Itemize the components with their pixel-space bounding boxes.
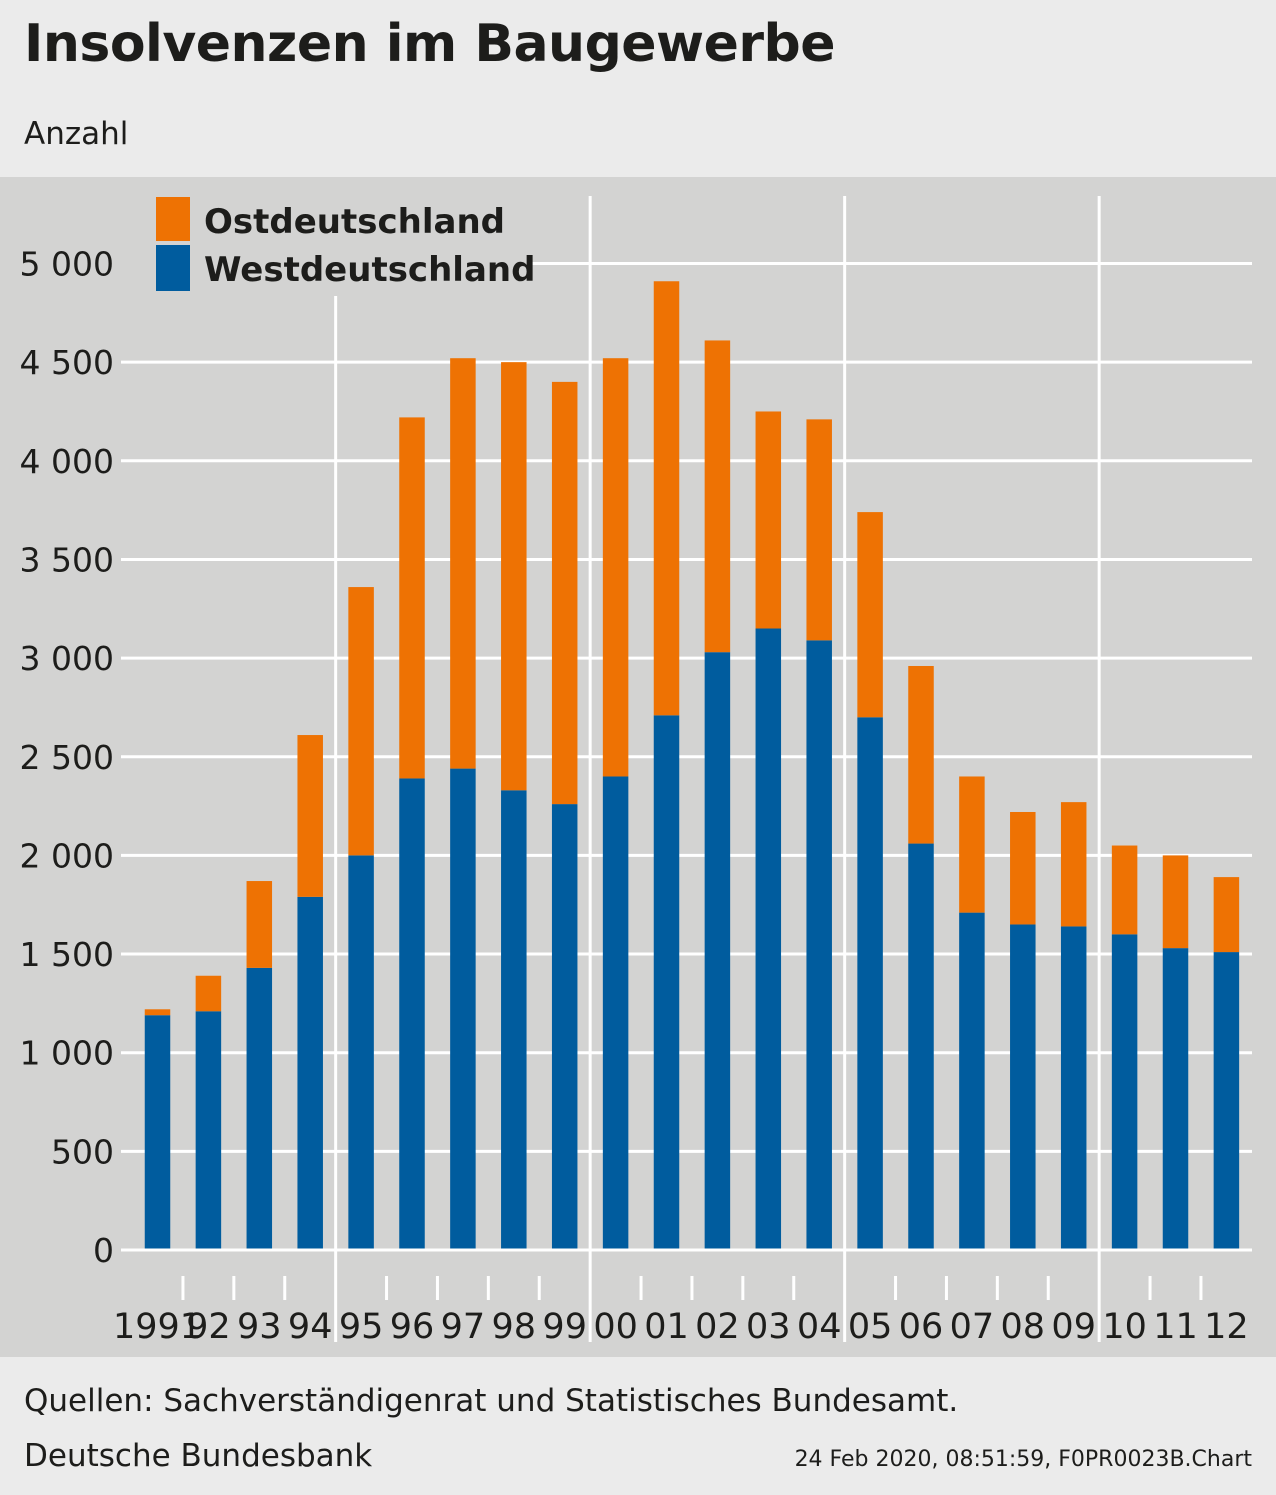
x-tick-label: 98 [492,1307,537,1347]
x-tick-label: 09 [1051,1307,1096,1347]
bar-westdeutschland-00 [602,776,629,1250]
timestamp-note: 24 Feb 2020, 08:51:59, F0PR0023B.Chart [794,1447,1252,1472]
x-tick-label: 97 [441,1307,486,1347]
bar-ostdeutschland-94 [297,735,323,897]
source-note: Quellen: Sachverständigenrat und Statist… [24,1383,959,1419]
x-tick-label: 93 [237,1307,282,1347]
x-tick-label: 00 [593,1307,638,1347]
x-tick-label: 1991 [113,1307,202,1347]
bar-ostdeutschland-02 [704,340,731,653]
x-tick-label: 94 [288,1307,333,1347]
bar-ostdeutschland-95 [348,587,374,856]
bar-ostdeutschland-10 [1111,845,1138,935]
y-tick-label: 0 [93,1231,114,1270]
chart-subtitle: Anzahl [24,116,129,152]
y-tick-label: 3 500 [20,540,114,579]
x-tick-label: 95 [339,1307,384,1347]
bar-ostdeutschland-08 [1010,811,1036,925]
bar-westdeutschland-10 [1111,934,1138,1250]
x-tick-label: 99 [542,1307,587,1347]
bar-westdeutschland-1991 [144,1015,171,1250]
chart-header: Insolvenzen im Baugewerbe Anzahl [0,0,1276,168]
bar-westdeutschland-02 [704,652,731,1250]
bar-westdeutschland-98 [501,790,527,1250]
y-tick-label: 4 500 [20,343,114,382]
bar-westdeutschland-05 [857,717,883,1250]
bar-ostdeutschland-12 [1213,877,1240,953]
x-tick-label: 04 [797,1307,842,1347]
x-tick-label: 07 [950,1307,995,1347]
bar-ostdeutschland-93 [246,881,273,968]
legend-label-ostdeutschland: Ostdeutschland [204,202,505,242]
bar-ostdeutschland-00 [602,358,629,777]
y-tick-label: 1 000 [20,1034,114,1073]
x-tick-label: 01 [644,1307,689,1347]
bar-westdeutschland-95 [348,855,374,1250]
x-tick-label: 06 [899,1307,944,1347]
bar-westdeutschland-96 [399,778,425,1250]
bar-ostdeutschland-05 [857,512,883,718]
x-tick-label: 92 [186,1307,231,1347]
bar-ostdeutschland-03 [755,411,782,629]
x-tick-label: 11 [1153,1307,1198,1347]
x-tick-label: 05 [848,1307,893,1347]
bar-westdeutschland-92 [195,1011,222,1250]
y-tick-label: 3 000 [20,639,114,678]
bar-westdeutschland-99 [551,804,578,1250]
bar-ostdeutschland-09 [1060,802,1087,927]
bar-westdeutschland-01 [653,715,680,1250]
y-tick-label: 5 000 [20,245,114,284]
x-tick-label: 08 [1001,1307,1046,1347]
y-tick-label: 1 500 [20,935,114,974]
bar-westdeutschland-94 [297,896,323,1250]
bar-westdeutschland-12 [1213,952,1240,1250]
bar-westdeutschland-08 [1010,924,1036,1250]
legend-swatch-westdeutschland [156,245,190,291]
bar-ostdeutschland-96 [399,417,425,779]
legend: Ostdeutschland Westdeutschland [156,197,535,291]
bar-ostdeutschland-1991 [144,1009,171,1016]
legend-swatch-ostdeutschland [156,197,190,241]
bar-westdeutschland-03 [755,628,782,1250]
bar-westdeutschland-97 [450,768,476,1250]
bar-layer [144,281,1240,1250]
bar-ostdeutschland-92 [195,975,222,1012]
bar-ostdeutschland-98 [501,362,527,791]
x-tick-label: 10 [1102,1307,1147,1347]
chart-title: Insolvenzen im Baugewerbe [24,14,836,74]
bar-ostdeutschland-11 [1162,855,1189,949]
legend-label-westdeutschland: Westdeutschland [204,250,535,290]
x-tick-label: 96 [390,1307,435,1347]
bar-westdeutschland-06 [908,843,934,1250]
x-tick-label: 12 [1204,1307,1249,1347]
x-tick-label: 03 [746,1307,791,1347]
bar-ostdeutschland-99 [551,381,578,805]
bar-westdeutschland-11 [1162,948,1189,1250]
bar-ostdeutschland-06 [908,665,934,844]
bar-ostdeutschland-04 [806,419,832,641]
bar-ostdeutschland-01 [653,281,680,716]
bar-westdeutschland-09 [1060,926,1087,1250]
y-tick-label: 2 500 [20,738,114,777]
bar-westdeutschland-93 [246,967,273,1250]
bar-westdeutschland-07 [959,912,985,1250]
publisher-note: Deutsche Bundesbank [24,1438,373,1474]
bar-ostdeutschland-07 [959,776,985,913]
y-tick-label: 500 [51,1132,114,1171]
bar-ostdeutschland-97 [450,358,476,769]
bar-westdeutschland-04 [806,640,832,1250]
y-tick-label: 2 000 [20,836,114,875]
x-tick-label: 02 [695,1307,740,1347]
y-tick-label: 4 000 [20,442,114,481]
